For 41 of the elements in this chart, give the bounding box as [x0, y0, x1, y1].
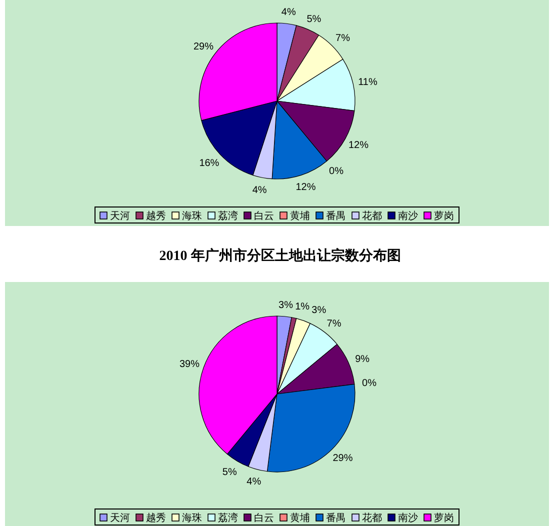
- data-label: 11%: [358, 76, 378, 88]
- legend-label: 黄埔: [290, 512, 310, 524]
- data-label: 9%: [355, 354, 370, 365]
- legend-label: 白云: [254, 210, 274, 222]
- data-label: 1%: [295, 302, 310, 313]
- data-label: 29%: [332, 453, 353, 464]
- text: 0%: [329, 166, 344, 177]
- data-label: 3%: [278, 300, 294, 311]
- chart-title: 2010 年广州市分区土地出让宗数分布图: [159, 247, 401, 264]
- legend-label: 海珠: [182, 512, 202, 524]
- legend-label: 越秀: [146, 512, 166, 524]
- data-label: 39%: [179, 359, 200, 370]
- data-label: 12%: [348, 140, 369, 151]
- data-label: 4%: [246, 476, 262, 488]
- data-label: 12%: [296, 182, 316, 194]
- legend-label: 黄埔: [290, 210, 310, 222]
- legend-label: 越秀: [146, 210, 166, 222]
- data-label: 5%: [222, 466, 237, 478]
- data-label: 4%: [252, 184, 267, 196]
- data-label: 29%: [194, 41, 214, 52]
- legend-label: 花都: [362, 512, 382, 524]
- data-label: 16%: [199, 158, 220, 170]
- data-label: 7%: [326, 318, 342, 330]
- legend-label: 南沙: [398, 512, 418, 524]
- data-label: 3%: [312, 304, 326, 316]
- legend-label: 萝岗: [434, 512, 454, 524]
- legend-label: 荔湾: [218, 210, 238, 222]
- legend-label: 番禺: [326, 512, 346, 524]
- data-label: 5%: [306, 14, 322, 25]
- legend-label: 番禺: [326, 210, 346, 222]
- legend-label: 南沙: [398, 210, 418, 222]
- text: 0%: [362, 378, 376, 390]
- legend-label: 海珠: [182, 210, 202, 222]
- legend-label: 白云: [254, 512, 274, 524]
- legend-label: 天河: [110, 210, 130, 222]
- data-label: 4%: [281, 7, 296, 18]
- data-label: 7%: [336, 32, 350, 44]
- legend-label: 萝岗: [434, 210, 454, 222]
- legend-label: 荔湾: [218, 512, 238, 524]
- legend-label: 花都: [362, 210, 382, 222]
- legend-label: 天河: [110, 512, 130, 524]
